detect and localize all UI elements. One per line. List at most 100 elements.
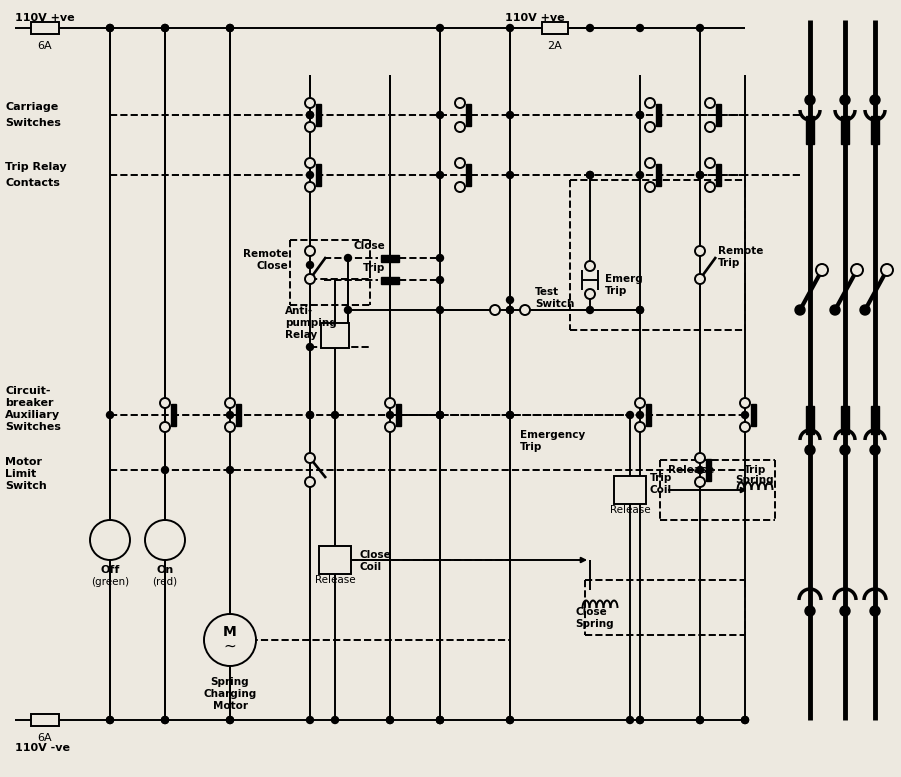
Circle shape [387,716,394,723]
Circle shape [816,264,828,276]
Text: Switch: Switch [5,481,47,491]
Circle shape [344,306,351,313]
Circle shape [636,172,643,179]
Text: Emerg
Trip: Emerg Trip [605,274,642,296]
Text: Motor: Motor [5,457,42,467]
Circle shape [740,422,750,432]
Circle shape [226,466,233,473]
Circle shape [306,343,314,350]
Circle shape [436,412,443,419]
Circle shape [506,112,514,119]
Circle shape [587,25,594,32]
Circle shape [305,182,315,192]
Circle shape [106,412,114,419]
Text: Coil: Coil [360,562,382,572]
Circle shape [587,172,594,179]
Circle shape [145,520,185,560]
Bar [315,164,321,186]
Circle shape [344,255,351,262]
Circle shape [506,172,514,179]
Bar [542,22,568,34]
Circle shape [881,264,893,276]
Text: Remote
Close: Remote Close [242,249,288,271]
Bar [871,116,879,144]
Text: Charging: Charging [204,689,257,699]
Circle shape [306,112,314,119]
Circle shape [506,716,514,723]
Circle shape [305,274,315,284]
Circle shape [635,398,645,408]
Circle shape [506,412,514,419]
Circle shape [506,412,514,419]
Circle shape [636,112,643,119]
Circle shape [455,98,465,108]
Bar [315,104,321,126]
Bar [396,404,401,426]
Bar [715,104,721,126]
Circle shape [695,453,705,463]
Circle shape [226,25,233,32]
Circle shape [636,25,643,32]
Bar [645,404,651,426]
Text: Switches: Switches [5,118,61,128]
Circle shape [106,716,114,723]
Circle shape [860,305,870,315]
Circle shape [306,262,314,269]
Text: Test
Switch: Test Switch [535,287,574,308]
Text: Trip: Trip [520,442,542,452]
Circle shape [226,25,233,32]
Text: M: M [223,625,237,639]
Circle shape [436,412,443,419]
Circle shape [636,716,643,723]
Circle shape [740,398,750,408]
Text: Limit: Limit [5,469,36,479]
Bar [381,255,399,262]
Circle shape [225,422,235,432]
Circle shape [705,122,715,132]
Circle shape [305,122,315,132]
Circle shape [305,453,315,463]
Circle shape [636,716,643,723]
Circle shape [636,412,643,419]
Circle shape [696,172,704,179]
Text: Spring: Spring [575,619,614,629]
Text: Emergency: Emergency [520,430,586,440]
Text: Circuit-: Circuit- [5,386,50,396]
Text: Remote
Trip: Remote Trip [718,246,763,268]
Circle shape [305,98,315,108]
Circle shape [695,274,705,284]
Circle shape [225,398,235,408]
Circle shape [506,306,514,313]
Circle shape [742,716,749,723]
Circle shape [161,466,168,473]
Circle shape [805,95,815,105]
Circle shape [851,264,863,276]
Circle shape [636,306,643,313]
Bar [319,546,351,574]
Circle shape [306,112,314,119]
Circle shape [305,158,315,168]
Circle shape [490,305,500,315]
Circle shape [840,95,850,105]
Circle shape [635,422,645,432]
Circle shape [742,716,749,723]
Text: breaker: breaker [5,398,53,408]
Text: Coil: Coil [650,485,672,495]
Circle shape [306,412,314,419]
Text: On: On [157,565,174,575]
Circle shape [696,716,704,723]
Bar [841,116,849,144]
Bar [170,404,176,426]
Circle shape [870,445,880,455]
Circle shape [436,306,443,313]
Circle shape [160,398,170,408]
Circle shape [387,716,394,723]
Circle shape [436,255,443,262]
Bar [614,476,646,504]
Text: Auxiliary: Auxiliary [5,410,60,420]
Text: ~: ~ [223,639,236,653]
Circle shape [506,716,514,723]
Circle shape [160,422,170,432]
Text: 110V +ve: 110V +ve [15,13,75,23]
Text: 2A: 2A [548,41,562,51]
